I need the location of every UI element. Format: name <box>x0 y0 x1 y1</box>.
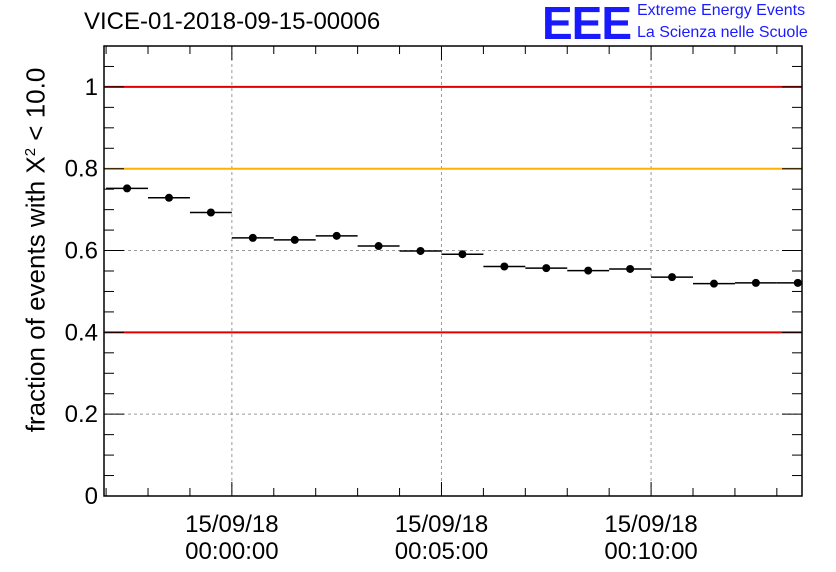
plot-frame <box>103 45 803 497</box>
x-tick-date-2: 15/09/18 <box>604 511 697 538</box>
logo-line-2: La Scienza nelle Scuole <box>637 24 808 41</box>
data-point-16 <box>793 278 802 287</box>
data-point-0 <box>123 184 132 193</box>
y-tick-label-5: 1 <box>85 74 98 101</box>
y-tick-label-1: 0.2 <box>65 401 98 428</box>
data-point-6 <box>374 242 383 251</box>
y-tick-label-4: 0.8 <box>65 156 98 183</box>
data-point-9 <box>500 262 509 271</box>
data-point-7 <box>416 246 425 255</box>
data-point-8 <box>458 250 467 259</box>
data-point-2 <box>206 208 215 217</box>
y-tick-label-0: 0 <box>85 483 98 510</box>
data-point-4 <box>290 235 299 244</box>
x-tick-date-0: 15/09/18 <box>185 511 278 538</box>
chart-title: VICE-01-2018-09-15-00006 <box>84 8 381 35</box>
logo-line-1: Extreme Energy Events <box>637 2 806 19</box>
data-point-13 <box>668 273 677 282</box>
data-point-3 <box>248 233 257 242</box>
data-point-12 <box>626 264 635 273</box>
data-point-1 <box>164 193 173 202</box>
data-point-5 <box>332 231 341 240</box>
data-point-11 <box>584 266 593 275</box>
x-tick-time-1: 00:05:00 <box>395 538 488 565</box>
eee-logo: EEE <box>542 0 632 49</box>
x-tick-time-2: 00:10:00 <box>604 538 697 565</box>
x-tick-time-0: 00:00:00 <box>185 538 278 565</box>
x-tick-date-1: 15/09/18 <box>395 511 488 538</box>
data-point-14 <box>709 279 718 288</box>
data-point-10 <box>542 264 551 273</box>
data-point-15 <box>751 278 760 287</box>
y-tick-label-2: 0.4 <box>65 319 98 346</box>
y-tick-label-3: 0.6 <box>65 238 98 265</box>
